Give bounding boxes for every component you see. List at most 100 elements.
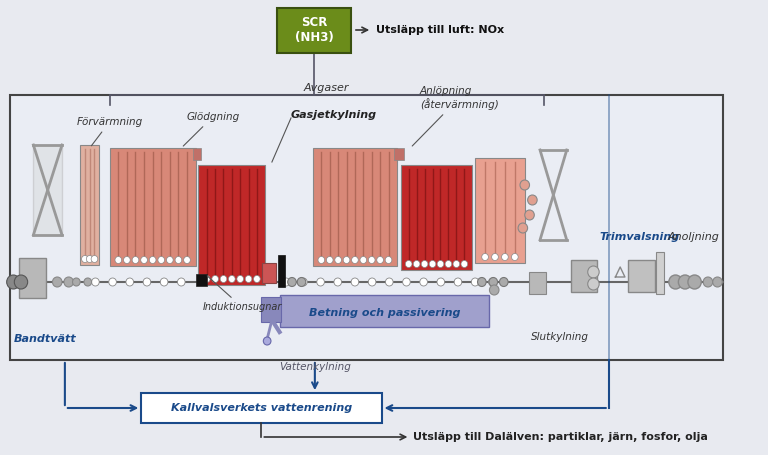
Circle shape xyxy=(421,261,428,268)
Circle shape xyxy=(297,278,306,287)
Text: Induktionsugnar: Induktionsugnar xyxy=(202,276,282,312)
Circle shape xyxy=(688,275,701,289)
Circle shape xyxy=(316,278,324,286)
Circle shape xyxy=(461,261,468,268)
Text: Trimvalsning: Trimvalsning xyxy=(599,232,680,242)
Circle shape xyxy=(15,275,28,289)
Text: Vattenkylning: Vattenkylning xyxy=(279,362,351,372)
Bar xyxy=(571,260,598,292)
Circle shape xyxy=(386,278,393,286)
Bar xyxy=(196,274,207,286)
Circle shape xyxy=(263,337,271,345)
Text: Utsläpp till Dalälven: partiklar, järn, fosfor, olja: Utsläpp till Dalälven: partiklar, järn, … xyxy=(413,432,708,442)
Circle shape xyxy=(7,275,20,289)
Circle shape xyxy=(454,278,462,286)
Circle shape xyxy=(369,257,375,263)
Circle shape xyxy=(91,278,99,286)
Circle shape xyxy=(352,257,358,263)
Circle shape xyxy=(402,278,410,286)
Circle shape xyxy=(212,275,218,283)
Bar xyxy=(198,165,265,285)
Circle shape xyxy=(502,253,508,261)
Circle shape xyxy=(86,256,93,263)
Circle shape xyxy=(288,278,296,287)
Circle shape xyxy=(167,257,173,263)
Text: Utsläpp till luft: NOx: Utsläpp till luft: NOx xyxy=(376,25,504,35)
Circle shape xyxy=(229,275,235,283)
Circle shape xyxy=(520,180,529,190)
Circle shape xyxy=(406,261,412,268)
Circle shape xyxy=(91,256,98,263)
Circle shape xyxy=(489,278,498,287)
Circle shape xyxy=(143,278,151,286)
Bar xyxy=(394,148,404,160)
Bar xyxy=(627,260,654,292)
Circle shape xyxy=(588,266,599,278)
Circle shape xyxy=(52,277,62,287)
Circle shape xyxy=(335,257,342,263)
Text: Anoljning: Anoljning xyxy=(668,232,720,242)
Bar xyxy=(141,393,382,423)
Circle shape xyxy=(472,278,479,286)
Text: Glödgning: Glödgning xyxy=(184,112,240,146)
Circle shape xyxy=(482,253,488,261)
Text: Avgaser: Avgaser xyxy=(304,83,349,93)
Circle shape xyxy=(177,278,185,286)
Bar xyxy=(33,145,62,235)
Circle shape xyxy=(360,257,366,263)
Bar xyxy=(278,255,285,287)
Circle shape xyxy=(478,278,486,287)
Circle shape xyxy=(511,253,518,261)
Bar xyxy=(19,258,46,298)
Circle shape xyxy=(518,223,528,233)
Circle shape xyxy=(343,257,350,263)
Text: Anlöpning
(återvärmning): Anlöpning (återvärmning) xyxy=(412,86,498,146)
Circle shape xyxy=(132,257,139,263)
Bar xyxy=(263,263,276,283)
Bar xyxy=(528,272,546,294)
Bar xyxy=(80,145,99,265)
Circle shape xyxy=(588,278,599,290)
Bar xyxy=(313,148,397,266)
Bar xyxy=(193,148,201,160)
FancyBboxPatch shape xyxy=(276,8,351,53)
Bar xyxy=(401,165,472,270)
Circle shape xyxy=(253,275,260,283)
Circle shape xyxy=(109,278,117,286)
Circle shape xyxy=(489,285,499,295)
Circle shape xyxy=(420,278,428,286)
Circle shape xyxy=(81,256,88,263)
Text: SCR
(NH3): SCR (NH3) xyxy=(294,16,333,45)
Circle shape xyxy=(245,275,252,283)
Circle shape xyxy=(437,278,445,286)
Circle shape xyxy=(499,278,508,287)
Circle shape xyxy=(220,275,227,283)
Circle shape xyxy=(126,278,134,286)
Circle shape xyxy=(703,277,713,287)
Circle shape xyxy=(300,278,307,286)
Circle shape xyxy=(713,277,722,287)
Circle shape xyxy=(237,275,243,283)
Circle shape xyxy=(318,257,325,263)
Circle shape xyxy=(161,278,168,286)
Circle shape xyxy=(453,261,460,268)
Circle shape xyxy=(334,278,342,286)
Circle shape xyxy=(149,257,156,263)
Circle shape xyxy=(528,195,537,205)
Circle shape xyxy=(678,275,692,289)
Bar xyxy=(657,252,664,294)
Bar xyxy=(280,295,489,327)
Circle shape xyxy=(429,261,436,268)
Circle shape xyxy=(326,257,333,263)
Text: Kallvalsverkets vattenrening: Kallvalsverkets vattenrening xyxy=(170,403,352,413)
Circle shape xyxy=(141,257,147,263)
Circle shape xyxy=(488,278,496,286)
Circle shape xyxy=(64,277,74,287)
Circle shape xyxy=(84,278,91,286)
Circle shape xyxy=(184,257,190,263)
Circle shape xyxy=(377,257,383,263)
Circle shape xyxy=(115,257,121,263)
Text: Bandtvätt: Bandtvätt xyxy=(13,334,76,344)
Circle shape xyxy=(492,253,498,261)
Circle shape xyxy=(525,210,535,220)
